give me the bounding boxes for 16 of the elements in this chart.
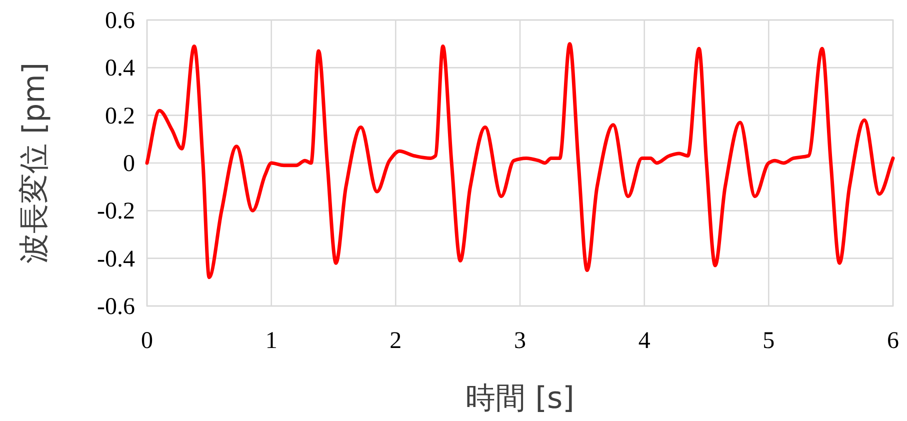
y-tick-label: 0.6 [105, 8, 135, 34]
y-tick-label: -0.6 [97, 294, 135, 320]
y-axis-title: 波長変位 [pm] [17, 62, 52, 264]
x-tick-label: 4 [638, 328, 650, 354]
y-tick-label: 0.2 [105, 103, 135, 130]
x-tick-label: 1 [265, 328, 278, 354]
y-tick-label: -0.2 [97, 198, 135, 225]
x-tick-label: 0 [141, 328, 153, 354]
y-tick-label: 0 [123, 151, 135, 177]
y-tick-label: -0.4 [97, 246, 135, 272]
x-tick-label: 3 [514, 328, 526, 354]
x-tick-label: 5 [762, 328, 775, 354]
x-axis-title: 時間 [s] [466, 381, 574, 416]
x-tick-label: 6 [887, 328, 899, 354]
x-tick-label: 2 [390, 328, 402, 354]
y-tick-label: 0.4 [105, 56, 135, 82]
